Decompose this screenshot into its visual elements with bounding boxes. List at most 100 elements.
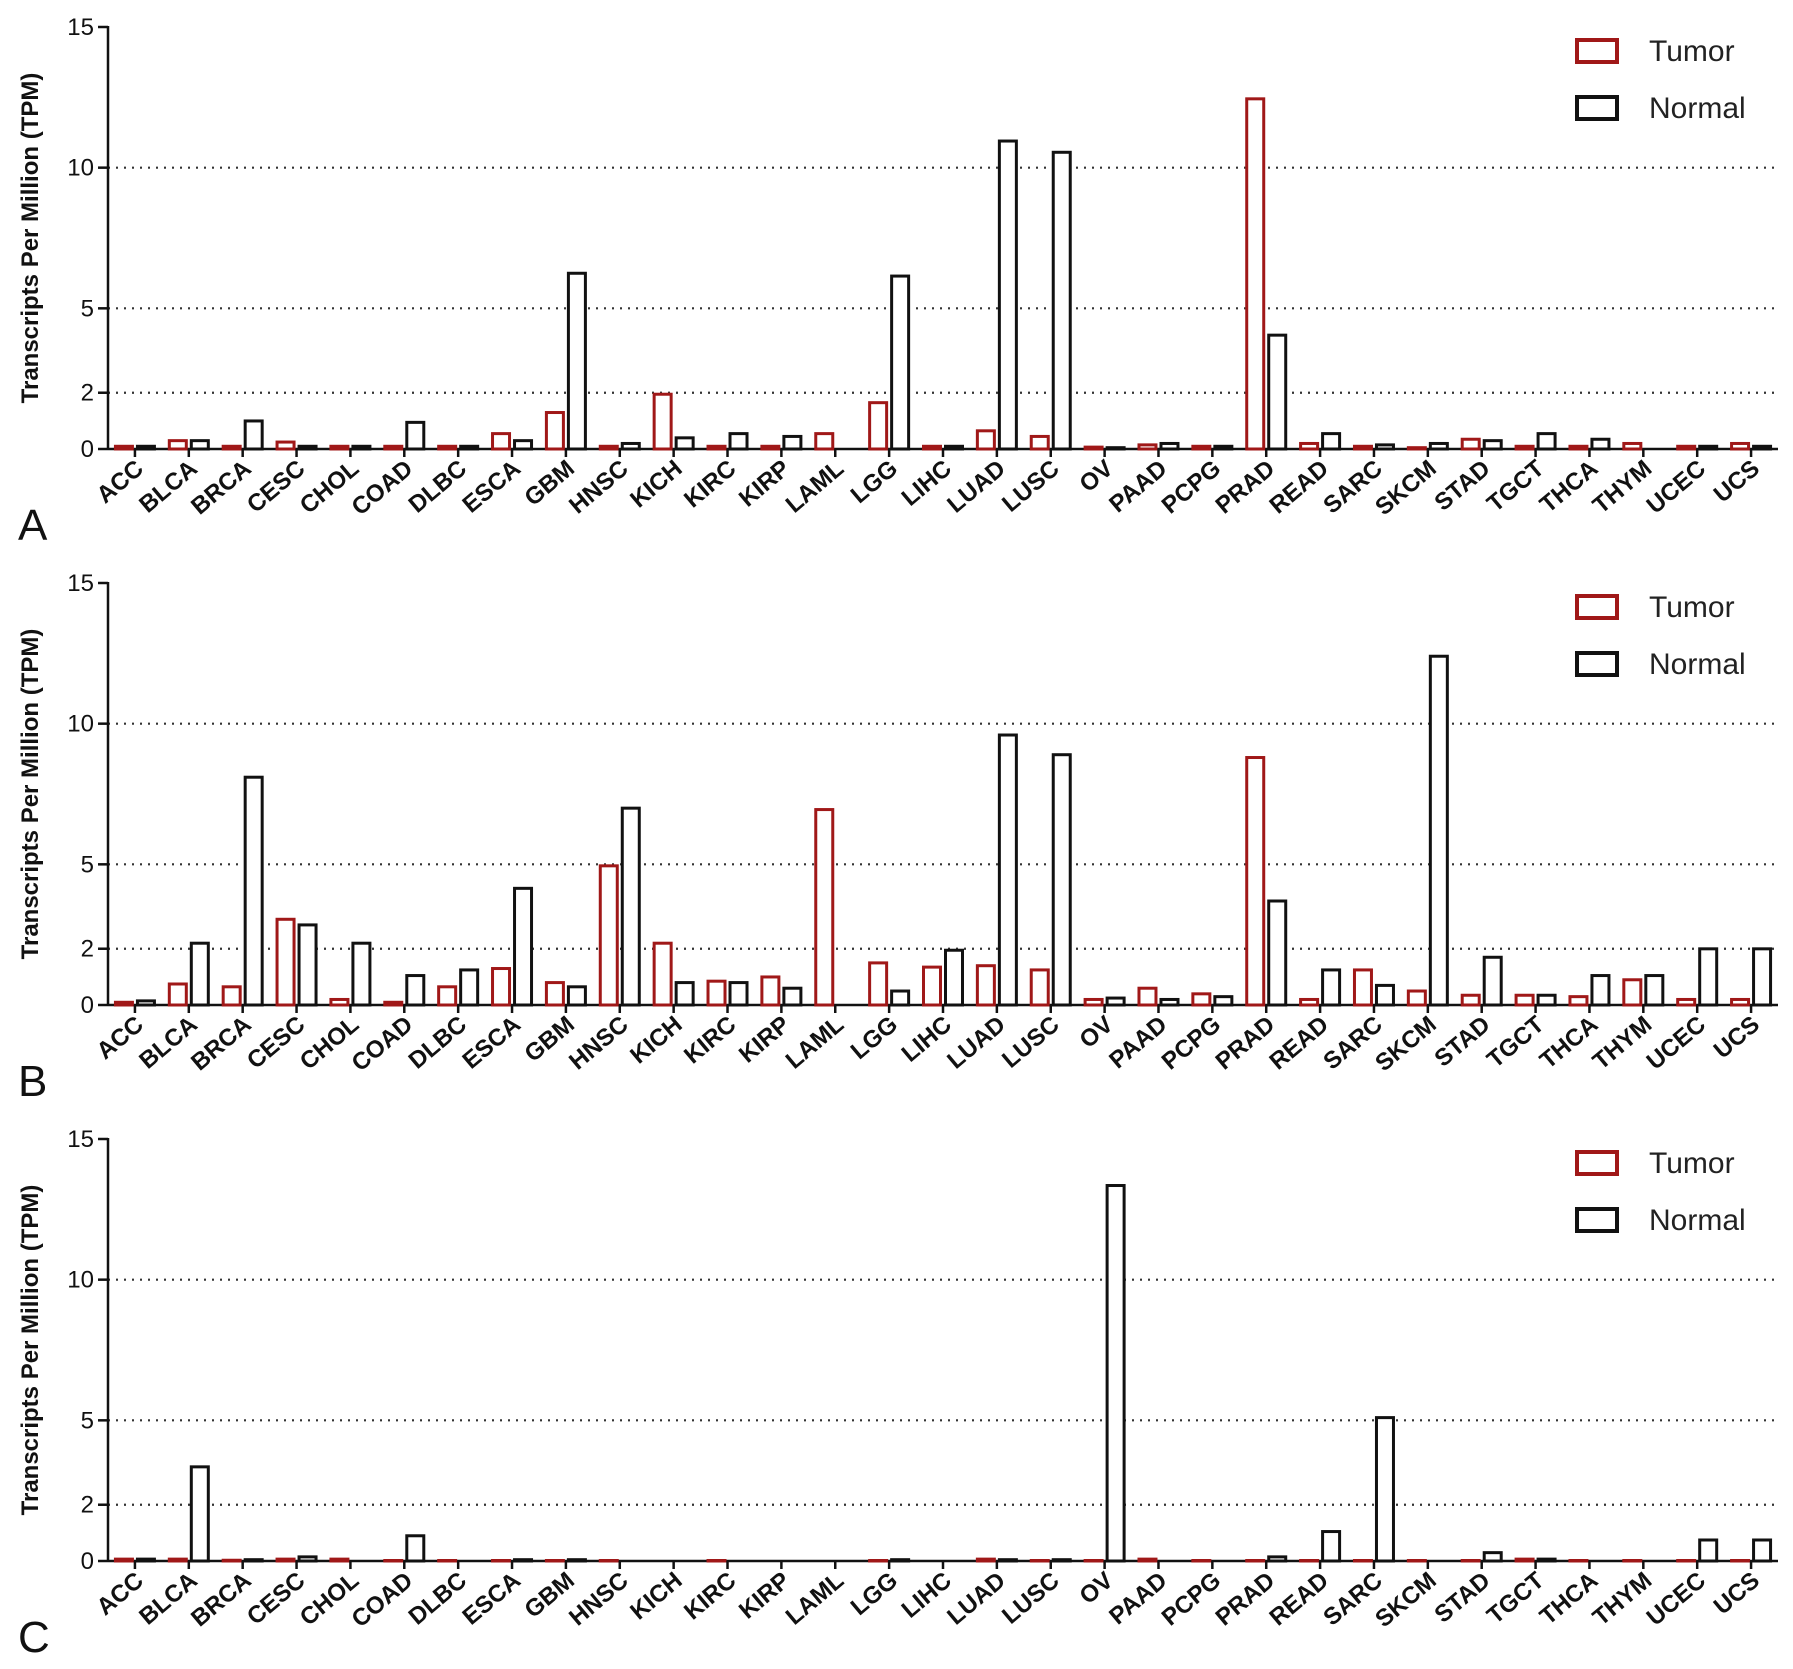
bar-tumor: [1730, 997, 1751, 1007]
bar-tumor: [1568, 444, 1589, 451]
bar-normal: [1752, 1538, 1773, 1563]
bar-normal: [135, 999, 156, 1007]
bar-normal: [1536, 993, 1557, 1007]
x-tick-label: LUAD: [942, 455, 1010, 519]
bar-tumor: [975, 964, 996, 1007]
bar-normal: [890, 274, 911, 451]
bar-normal: [243, 419, 264, 451]
bar-tumor: [1299, 997, 1320, 1007]
y-tick-label: 2: [81, 936, 94, 963]
bar-normal: [1213, 444, 1234, 451]
bar-tumor: [1083, 1559, 1104, 1563]
bar-tumor: [1730, 1559, 1751, 1563]
x-tick-label: THCA: [1535, 1567, 1603, 1631]
bar-normal: [189, 439, 210, 451]
x-tick-label: LUAD: [942, 1011, 1010, 1075]
bar-normal: [459, 968, 480, 1007]
legend-label-tumor: Tumor: [1649, 591, 1735, 624]
bar-normal: [243, 775, 264, 1007]
y-tick-label: 10: [67, 1267, 94, 1294]
bar-normal: [1213, 995, 1234, 1007]
bar-normal: [135, 1557, 156, 1563]
bar-tumor: [706, 1559, 727, 1563]
bar-normal: [513, 439, 534, 451]
bar-tumor: [1622, 1559, 1643, 1563]
x-tick-label: LGG: [846, 1011, 903, 1065]
bar-normal: [566, 1558, 587, 1563]
x-tick-label: READ: [1264, 455, 1333, 519]
panel-letter: A: [18, 501, 48, 550]
y-tick-label: 5: [81, 295, 94, 322]
bar-tumor: [167, 1557, 188, 1563]
x-tick-label: PCPG: [1157, 1011, 1226, 1075]
bar-normal: [1159, 997, 1180, 1007]
bar-normal: [513, 1558, 534, 1563]
bar-normal: [997, 733, 1018, 1007]
bar-tumor: [544, 411, 565, 451]
x-tick-label: UCEC: [1642, 455, 1711, 519]
bar-tumor: [383, 444, 404, 451]
bar-normal: [135, 444, 156, 451]
bar-tumor: [1406, 446, 1427, 451]
bar-tumor: [868, 1559, 889, 1563]
bar-normal: [1267, 333, 1288, 451]
bar-tumor: [491, 1559, 512, 1563]
x-tick-label: STAD: [1430, 1011, 1496, 1073]
bar-normal: [1374, 983, 1395, 1007]
bar-tumor: [1191, 992, 1212, 1007]
bar-normal: [351, 444, 372, 451]
x-tick-label: THYM: [1588, 1567, 1657, 1631]
bar-tumor: [598, 1559, 619, 1563]
bar-tumor: [706, 979, 727, 1007]
bar-tumor: [491, 967, 512, 1007]
bar-tumor: [1460, 437, 1481, 451]
bar-normal: [1321, 432, 1342, 451]
bar-normal: [405, 420, 426, 451]
x-tick-label: READ: [1264, 1567, 1333, 1631]
x-tick-label: CESC: [242, 455, 310, 519]
x-tick-label: PRAD: [1211, 455, 1280, 519]
bar-tumor: [1406, 1559, 1427, 1563]
x-tick-label: THYM: [1588, 455, 1657, 519]
x-tick-label: LUSC: [997, 1011, 1064, 1074]
bar-normal: [1321, 968, 1342, 1007]
x-tick-label: HNSC: [564, 1567, 633, 1631]
bar-tumor: [814, 808, 835, 1007]
legend-label-normal: Normal: [1649, 1204, 1746, 1237]
bar-tumor: [1245, 97, 1266, 451]
bar-normal: [1105, 1184, 1126, 1563]
x-tick-label: SKCM: [1370, 1011, 1441, 1077]
bar-normal: [997, 139, 1018, 451]
legend-label-tumor: Tumor: [1649, 1147, 1735, 1180]
y-tick-label: 10: [67, 711, 94, 738]
bar-tumor: [814, 432, 835, 451]
bar-tumor: [437, 444, 458, 451]
x-tick-label: BLCA: [134, 1011, 202, 1075]
x-tick-label: PAAD: [1104, 1567, 1172, 1630]
bar-tumor: [1568, 1559, 1589, 1563]
x-tick-label: KIRC: [679, 455, 741, 513]
bar-normal: [1321, 1530, 1342, 1563]
bar-normal: [1482, 439, 1503, 451]
bar-tumor: [1406, 989, 1427, 1007]
bar-tumor: [1514, 444, 1535, 451]
bar-tumor: [437, 985, 458, 1007]
x-tick-label: KICH: [625, 455, 687, 513]
bar-tumor: [1460, 993, 1481, 1007]
bar-tumor: [1083, 997, 1104, 1007]
x-tick-label: THCA: [1535, 1011, 1603, 1075]
x-tick-label: PCPG: [1157, 455, 1226, 519]
x-tick-label: CESC: [242, 1011, 310, 1075]
bar-tumor: [1676, 444, 1697, 451]
x-tick-label: STAD: [1430, 1567, 1496, 1629]
bar-tumor: [1245, 1559, 1266, 1563]
bar-normal: [620, 806, 641, 1007]
bar-tumor: [652, 941, 673, 1007]
x-tick-label: THCA: [1535, 455, 1603, 519]
bar-normal: [1482, 955, 1503, 1007]
bar-normal: [1644, 974, 1665, 1007]
bar-tumor: [1029, 1559, 1050, 1563]
bar-normal: [1051, 150, 1072, 451]
x-tick-label: CESC: [242, 1567, 310, 1631]
y-axis-label: Transcripts Per Million (TPM): [17, 1185, 44, 1516]
